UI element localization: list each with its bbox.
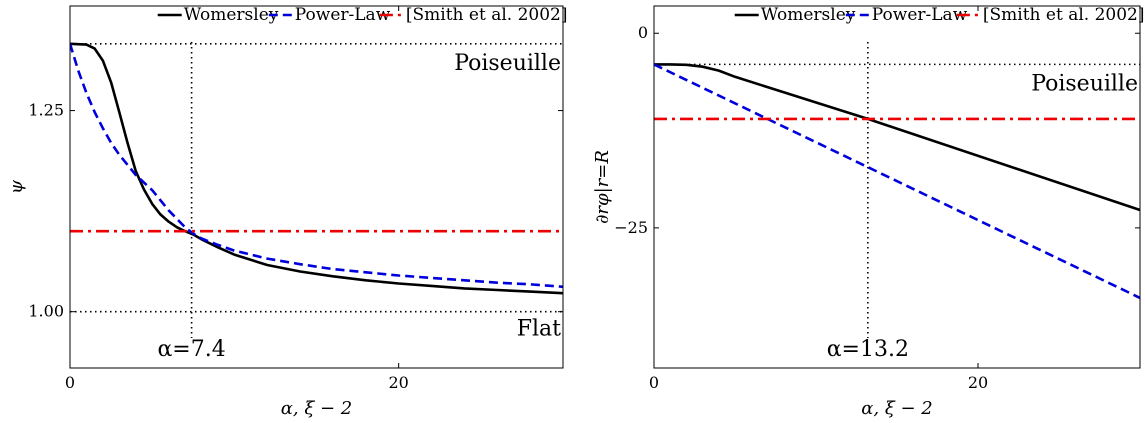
- legend-label: [Smith et al. 2002]: [406, 5, 568, 25]
- y-tick-label: −25: [614, 218, 648, 237]
- x-tick-label: 20: [968, 373, 988, 392]
- marker-label: α=7.4: [157, 337, 225, 362]
- y-axis-label: ∂rφ|r=R: [592, 150, 613, 224]
- y-tick-label: 1.25: [28, 101, 64, 120]
- plot-area: [654, 42, 1140, 338]
- legend-label: Womersley: [761, 5, 856, 25]
- axes-frame: [653, 5, 1141, 369]
- reference-line-label: Flat: [517, 317, 561, 342]
- marker-label: α=13.2: [827, 337, 909, 362]
- series-line-power-law: [654, 63, 1140, 300]
- chart-left: Poiseuille Flat α=7.4 0 20 1.00 1.25 α, ξ − 2 ψ W…: [6, 5, 567, 419]
- plot-area: [70, 42, 563, 338]
- x-tick-label: 0: [65, 373, 75, 392]
- axes-frame: [69, 5, 564, 369]
- y-tick-label: 1.00: [28, 302, 64, 321]
- y-axis-label: ψ: [6, 179, 27, 194]
- x-tick-label: 20: [388, 373, 408, 392]
- legend-label: Power-Law: [872, 5, 968, 25]
- x-axis-label: α, ξ − 2: [861, 398, 933, 419]
- reference-line-label: Poiseuille: [1031, 71, 1138, 96]
- reference-line-label: Poiseuille: [454, 51, 561, 76]
- y-tick-label: 0: [638, 23, 648, 42]
- chart-right: Poiseuille α=13.2 0 20 0 −25 α, ξ − 2 ∂rφ|r=R Wo…: [592, 5, 1144, 419]
- x-axis-label: α, ξ − 2: [281, 398, 353, 419]
- series-line-womersley: [70, 42, 563, 295]
- x-tick-label: 0: [649, 373, 659, 392]
- legend-label: Power-Law: [295, 5, 391, 25]
- legend: Womersley Power-Law [Smith et al. 2002]: [734, 5, 1145, 25]
- legend: Womersley Power-Law [Smith et al. 2002]: [157, 5, 568, 25]
- series-line-power-law: [70, 43, 563, 289]
- legend-label: [Smith et al. 2002]: [983, 5, 1145, 25]
- legend-label: Womersley: [184, 5, 279, 25]
- series-line-womersley: [654, 63, 1140, 212]
